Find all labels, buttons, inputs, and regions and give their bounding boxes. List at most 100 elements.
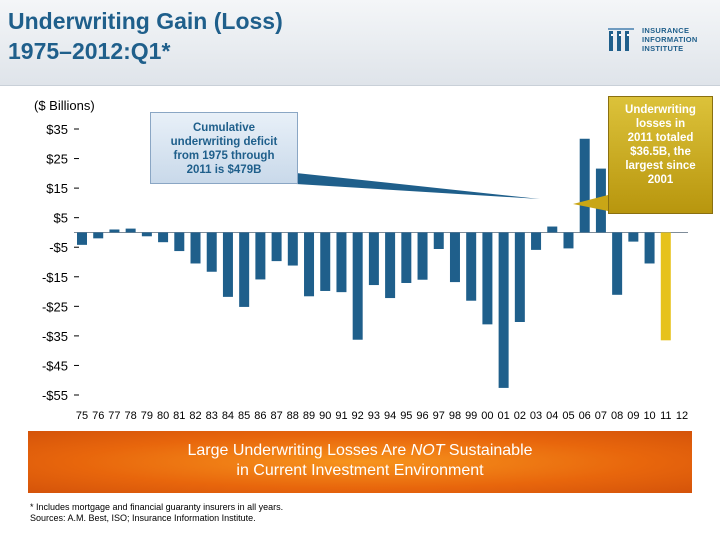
footnote-sources: Sources: A.M. Best, ISO; Insurance Infor… <box>30 513 283 524</box>
callout-right-line-5: largest since <box>609 159 712 173</box>
y-axis-unit-label: ($ Billions) <box>34 98 95 113</box>
title-line-1: Underwriting Gain (Loss) <box>8 6 283 36</box>
x-tick-label: 06 <box>579 410 591 422</box>
x-tick-label: 02 <box>514 410 526 422</box>
x-tick-label: 91 <box>335 410 347 422</box>
iii-logo-icon <box>608 28 636 52</box>
banner-line-1: Large Underwriting Losses Are NOT Sustai… <box>28 441 692 461</box>
x-tick-label: 07 <box>595 410 607 422</box>
bar-04 <box>547 227 557 233</box>
bar-91 <box>336 232 346 292</box>
callout-right-line-3: 2011 totaled <box>609 131 712 145</box>
x-tick-label: 93 <box>368 410 380 422</box>
y-tick-label: -$25 <box>42 299 68 314</box>
bar-79 <box>142 232 152 236</box>
bar-99 <box>466 232 476 300</box>
bar-06 <box>580 139 590 233</box>
bar-88 <box>288 232 298 265</box>
2011-callout-pointer <box>573 195 608 211</box>
y-tick-label: $15 <box>46 181 68 196</box>
y-tick-label: -$15 <box>42 270 68 285</box>
bar-87 <box>272 232 282 261</box>
x-tick-label: 04 <box>546 410 558 422</box>
footnote: * Includes mortgage and financial guaran… <box>30 502 283 524</box>
callout-left-line-4: 2011 is $479B <box>151 163 297 177</box>
iii-logo-text: INSURANCE INFORMATION INSTITUTE <box>642 26 698 53</box>
slide-header: Underwriting Gain (Loss) 1975–2012:Q1* I… <box>0 0 720 86</box>
y-tick-label: -$35 <box>42 329 68 344</box>
bar-09 <box>628 232 638 241</box>
x-tick-label: 83 <box>206 410 218 422</box>
x-tick-label: 12 <box>676 410 688 422</box>
bar-86 <box>255 232 265 279</box>
bar-82 <box>191 232 201 263</box>
x-tick-label: 01 <box>497 410 509 422</box>
callout-right-line-1: Underwriting <box>609 103 712 117</box>
y-axis: $35$25$15$5-$5-$15-$25-$35-$45-$55 <box>42 122 688 403</box>
x-tick-label: 85 <box>238 410 250 422</box>
x-tick-label: 11 <box>660 410 671 422</box>
callout-left-line-3: from 1975 through <box>151 149 297 163</box>
y-tick-label: -$5 <box>49 240 68 255</box>
x-tick-label: 82 <box>189 410 201 422</box>
iii-logo: INSURANCE INFORMATION INSTITUTE <box>608 26 718 66</box>
x-tick-label: 78 <box>125 410 137 422</box>
x-tick-label: 89 <box>303 410 315 422</box>
x-tick-label: 80 <box>157 410 169 422</box>
x-tick-label: 84 <box>222 410 234 422</box>
banner-line-1-end: Sustainable <box>444 442 532 459</box>
sustainability-banner: Large Underwriting Losses Are NOT Sustai… <box>28 431 692 493</box>
x-tick-label: 86 <box>254 410 266 422</box>
x-tick-label: 90 <box>319 410 331 422</box>
x-tick-label: 95 <box>400 410 412 422</box>
bar-75 <box>77 232 87 244</box>
banner-line-1-start: Large Underwriting Losses Are <box>187 442 410 459</box>
x-tick-label: 87 <box>270 410 282 422</box>
callout-right-line-6: 2001 <box>609 173 712 187</box>
x-tick-label: 10 <box>643 410 655 422</box>
logo-line-1: INSURANCE <box>642 26 698 35</box>
x-tick-label: 09 <box>627 410 639 422</box>
x-tick-label: 81 <box>173 410 185 422</box>
y-tick-label: $5 <box>54 211 68 226</box>
bar-77 <box>109 229 119 232</box>
bar-84 <box>223 232 233 296</box>
cumulative-deficit-callout: Cumulative underwriting deficit from 197… <box>150 112 298 184</box>
title-line-2: 1975–2012:Q1* <box>8 36 283 66</box>
bar-81 <box>174 232 184 251</box>
x-tick-label: 98 <box>449 410 461 422</box>
y-tick-label: -$55 <box>42 388 68 403</box>
bar-76 <box>93 232 103 238</box>
2011-losses-callout: Underwriting losses in 2011 totaled $36.… <box>608 96 713 214</box>
x-tick-label: 05 <box>562 410 574 422</box>
bar-02 <box>515 232 525 322</box>
x-tick-label: 79 <box>141 410 153 422</box>
bar-94 <box>385 232 395 298</box>
bar-05 <box>563 232 573 248</box>
bar-78 <box>126 229 136 233</box>
x-tick-label: 77 <box>108 410 120 422</box>
y-tick-label: -$45 <box>42 358 68 373</box>
callout-left-line-2: underwriting deficit <box>151 135 297 149</box>
cumulative-callout-pointer <box>296 173 540 199</box>
x-tick-label: 99 <box>465 410 477 422</box>
banner-line-2: in Current Investment Environment <box>28 461 692 481</box>
footnote-line-1: * Includes mortgage and financial guaran… <box>30 502 283 513</box>
bar-92 <box>353 232 363 339</box>
banner-emphasis: NOT <box>411 442 445 459</box>
bar-83 <box>207 232 217 271</box>
bar-85 <box>239 232 249 306</box>
callout-right-line-4: $36.5B, the <box>609 145 712 159</box>
bar-93 <box>369 232 379 285</box>
callout-arrows <box>296 173 608 211</box>
bar-96 <box>418 232 428 279</box>
y-tick-label: $25 <box>46 152 68 167</box>
bar-97 <box>434 232 444 249</box>
logo-line-3: INSTITUTE <box>642 44 698 53</box>
x-tick-label: 00 <box>481 410 493 422</box>
bar-00 <box>482 232 492 324</box>
bar-98 <box>450 232 460 282</box>
bar-10 <box>645 232 655 263</box>
x-axis-labels: 75 76 77 78 79 80 81 82 83 84 85 86 87 88 89 90 91 92 93 94… <box>76 410 688 422</box>
bar-95 <box>401 232 411 283</box>
